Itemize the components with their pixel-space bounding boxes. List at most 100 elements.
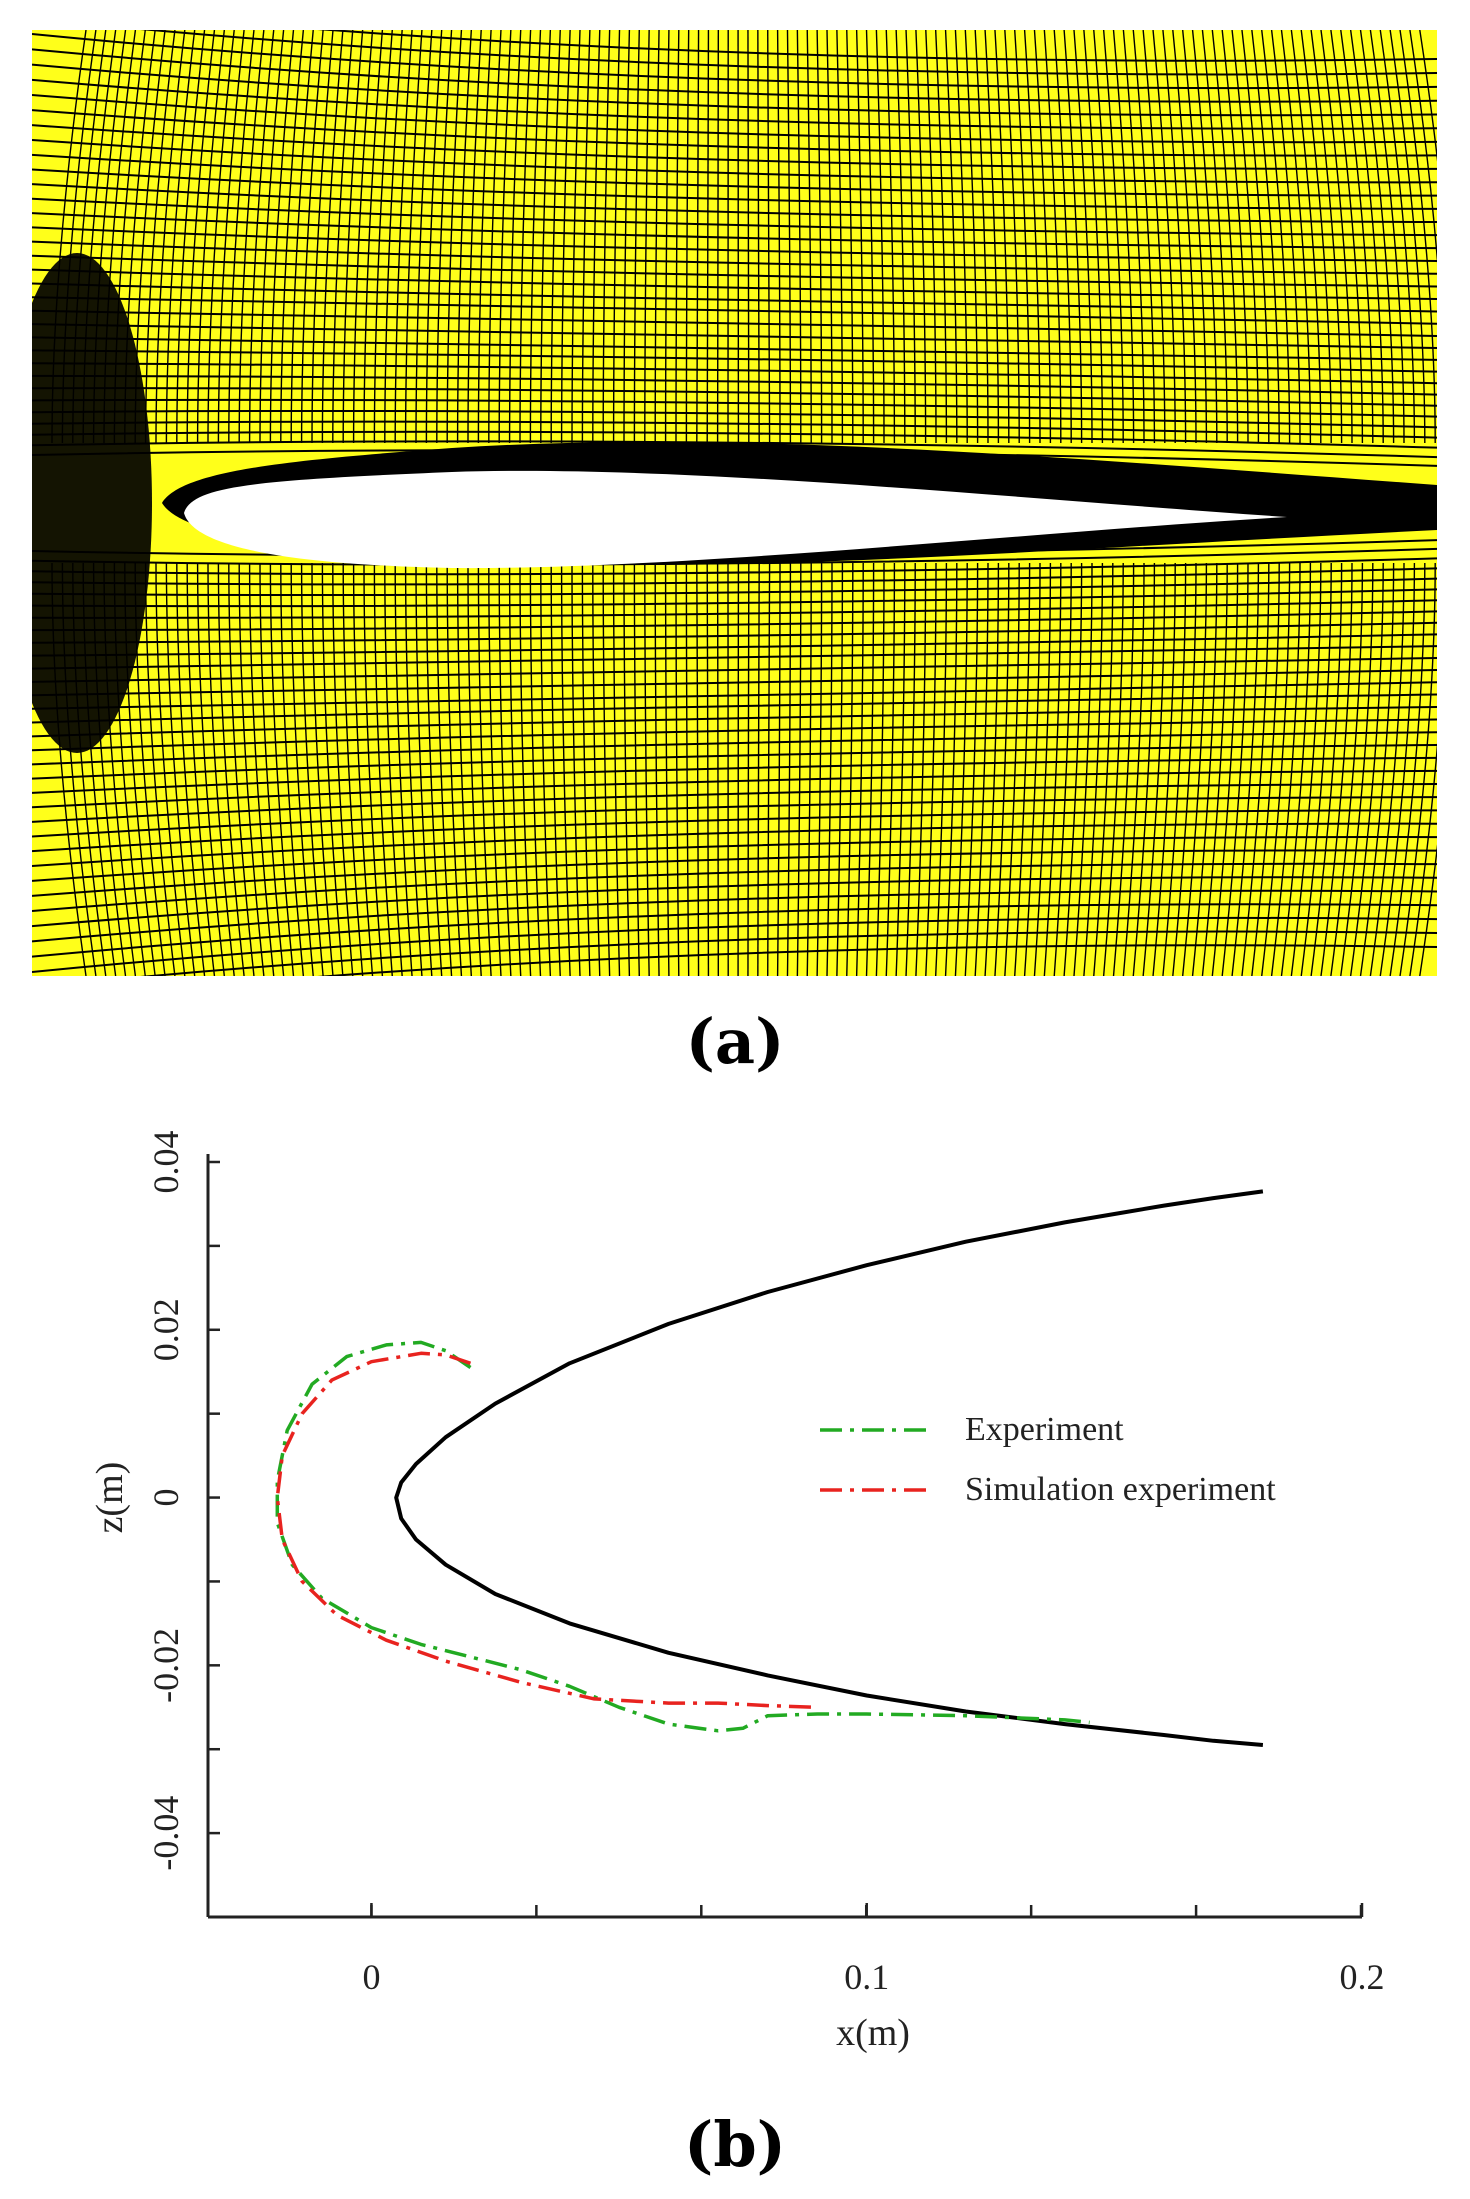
mesh-line-vertical (1310, 562, 1343, 977)
mesh-line-vertical (446, 29, 463, 444)
mesh-line-horizontal (31, 916, 1438, 974)
leading-edge-dense-region (2, 253, 152, 753)
mesh-line-vertical (1152, 29, 1176, 444)
mesh-line-vertical (747, 562, 750, 977)
mesh-line-vertical (895, 562, 906, 977)
mesh-line-vertical (1043, 29, 1062, 444)
mesh-line-vertical (280, 562, 305, 977)
mesh-line-vertical (1251, 562, 1280, 977)
mesh-line-vertical (1181, 562, 1208, 977)
mesh-line-vertical (944, 562, 958, 977)
mesh-line-vertical (488, 562, 502, 977)
mesh-line-vertical (796, 562, 802, 977)
mesh-line-horizontal (31, 744, 1438, 780)
mesh-line-vertical (1191, 29, 1218, 444)
mesh-line-horizontal (31, 398, 1438, 418)
mesh-line-vertical (456, 562, 473, 977)
mesh-line-vertical (342, 562, 364, 977)
mesh-line-vertical (875, 29, 885, 444)
mesh-line-vertical (363, 562, 384, 977)
mesh-line-vertical (529, 29, 542, 444)
mesh-line-vertical (1359, 29, 1395, 444)
mesh-line-vertical (404, 562, 423, 977)
mesh-line-vertical (571, 562, 581, 977)
mesh-line-vertical (456, 29, 473, 444)
mesh-line-vertical (1004, 29, 1020, 444)
mesh-line-horizontal (31, 94, 1438, 144)
mesh-line-vertical (816, 29, 823, 444)
y-tick-label: -0.02 (146, 1628, 186, 1703)
mesh-line-vertical (311, 562, 334, 977)
mesh-line-vertical (925, 29, 937, 444)
mesh-line-vertical (1023, 562, 1041, 977)
mesh-line-vertical (1290, 562, 1322, 977)
mesh-line-vertical (964, 562, 979, 977)
mesh-line-vertical (1261, 562, 1291, 977)
mesh-line-vertical (905, 562, 916, 977)
mesh-line-vertical (1053, 562, 1072, 977)
mesh-line-horizontal (31, 822, 1438, 867)
mesh-line-vertical (865, 562, 875, 977)
mesh-line-vertical (290, 29, 314, 444)
mesh-line-vertical (1320, 562, 1353, 977)
mesh-line-vertical (633, 562, 640, 977)
mesh-line-vertical (612, 29, 621, 444)
mesh-line-horizontal (31, 362, 1438, 385)
mesh-line-vertical (1280, 29, 1312, 444)
mesh-line-vertical (1261, 29, 1291, 444)
mesh-line-vertical (1033, 29, 1052, 444)
mesh-line-vertical (1349, 562, 1384, 977)
legend: Experiment Simulation experiment (820, 1411, 1276, 1508)
mesh-line-horizontal (31, 409, 1438, 429)
mesh-line-vertical (332, 562, 354, 977)
mesh-line-vertical (1300, 562, 1332, 977)
mesh-line-vertical (1033, 562, 1052, 977)
mesh-line-vertical (696, 29, 700, 444)
series (275, 1189, 1264, 1747)
mesh-line-horizontal (31, 862, 1438, 912)
mesh-line-vertical (1043, 562, 1062, 977)
mesh-line-vertical (1122, 29, 1145, 444)
mesh-line-vertical (363, 29, 384, 444)
mesh-line-vertical (425, 562, 443, 977)
mesh-line-vertical (855, 562, 864, 977)
mesh-line-vertical (1132, 562, 1156, 977)
mesh-line-vertical (1320, 29, 1353, 444)
mesh-line-vertical (519, 29, 532, 444)
mesh-line-vertical (436, 562, 453, 977)
mesh-line-vertical (1231, 562, 1260, 977)
mesh-line-vertical (217, 562, 245, 977)
mesh-line-vertical (1181, 29, 1208, 444)
mesh-line-vertical (1310, 29, 1343, 444)
mesh-line-vertical (144, 562, 176, 977)
mesh-line-horizontal (31, 588, 1438, 608)
mesh-line-vertical (394, 29, 413, 444)
mesh-line-vertical (269, 29, 295, 444)
mesh-line-vertical (321, 562, 344, 977)
mesh-line-vertical (592, 562, 601, 977)
mesh-line-horizontal (31, 63, 1438, 117)
structured-mesh-grid (2, 2, 1457, 1004)
mesh-line-vertical (373, 562, 393, 977)
mesh-line-vertical (259, 29, 285, 444)
mesh-line-horizontal (31, 309, 1438, 337)
mesh-line-vertical (915, 29, 927, 444)
mesh-line-vertical (581, 29, 591, 444)
mesh-line-vertical (571, 29, 581, 444)
panel-a-label: (a) (685, 1005, 785, 1078)
mesh-line-vertical (1270, 562, 1301, 977)
mesh-line-vertical (1369, 29, 1405, 444)
x-tick-label: 0.2 (1340, 1957, 1385, 1997)
mesh-line-vertical (300, 562, 324, 977)
mesh-line-vertical (915, 562, 927, 977)
mesh-line-horizontal (31, 183, 1438, 224)
mesh-line-horizontal (31, 809, 1438, 853)
mesh-line-horizontal (31, 139, 1438, 184)
mesh-line-vertical (1191, 562, 1218, 977)
mesh-line-vertical (248, 562, 275, 977)
mesh-line-vertical (776, 29, 781, 444)
mesh-line-horizontal (31, 282, 1438, 313)
mesh-line-vertical (696, 562, 700, 977)
y-tick-label: -0.04 (146, 1796, 186, 1871)
mesh-line-vertical (1201, 29, 1228, 444)
